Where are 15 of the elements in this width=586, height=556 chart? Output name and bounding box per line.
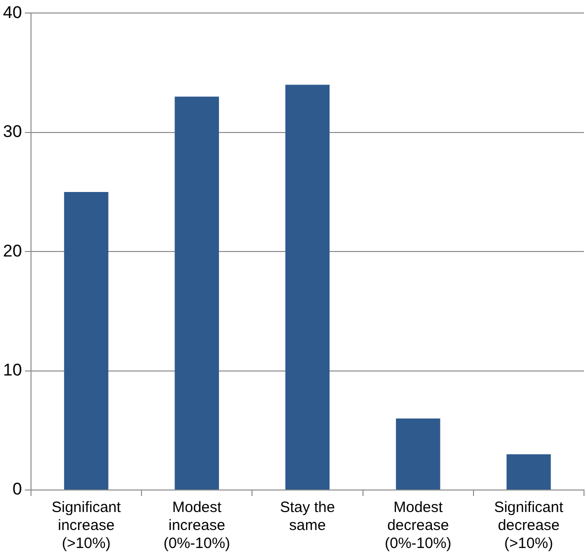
y-tick-label: 0	[12, 480, 22, 499]
y-tick-label: 20	[2, 241, 22, 260]
bar	[64, 192, 108, 490]
bar	[506, 454, 551, 490]
x-tick-label: Significant increase (>10%)	[52, 499, 122, 552]
bar	[285, 84, 330, 490]
bar	[396, 418, 440, 490]
x-tick-label: Modest increase (0%-10%)	[163, 499, 230, 552]
x-tick-label: Stay the same	[280, 499, 335, 534]
y-tick-label: 40	[2, 2, 22, 22]
x-tick-label: Significant decrease (>10%)	[494, 499, 564, 552]
bar	[174, 96, 219, 490]
y-tick-label: 30	[2, 122, 22, 142]
y-tick-label: 10	[2, 360, 22, 380]
x-tick-label: Modest decrease (0%-10%)	[384, 499, 452, 552]
